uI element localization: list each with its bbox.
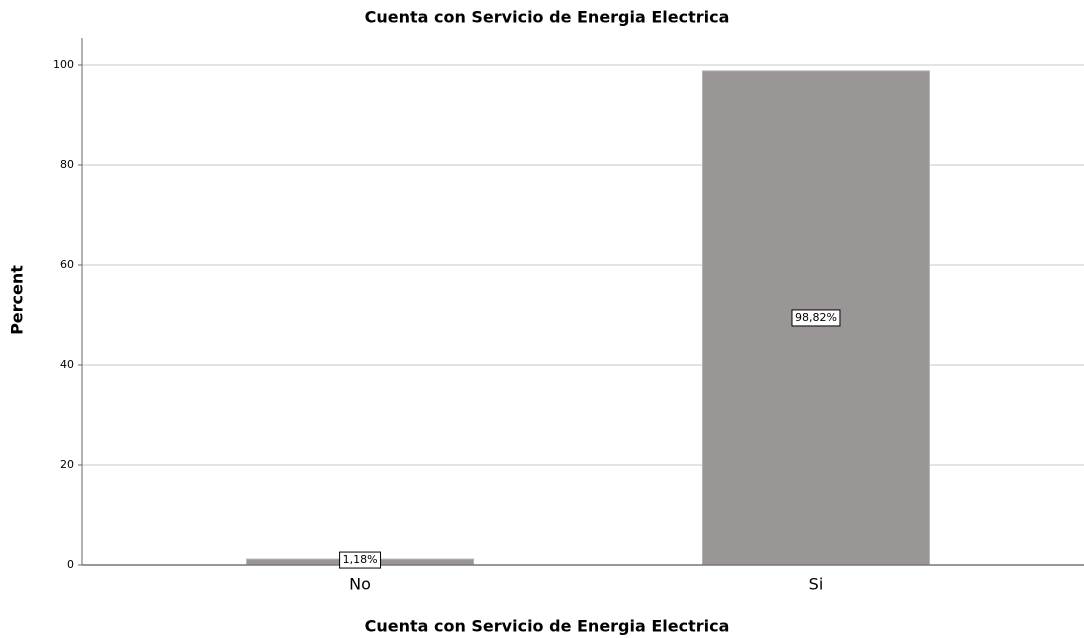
- y-tick-label: 100: [53, 58, 74, 71]
- value-label: 1,18%: [343, 553, 378, 566]
- x-tick-label: No: [349, 575, 371, 594]
- y-tick-label: 20: [60, 458, 74, 471]
- y-axis-label: Percent: [8, 265, 27, 335]
- y-tick-label: 0: [67, 558, 74, 571]
- y-tick-label: 40: [60, 358, 74, 371]
- x-tick-label: Si: [809, 575, 824, 594]
- value-label: 98,82%: [795, 311, 837, 324]
- chart-title: Cuenta con Servicio de Energia Electrica: [365, 8, 730, 27]
- value-label-box: [791, 309, 841, 327]
- y-tick-label: 60: [60, 258, 74, 271]
- y-tick-label: 80: [60, 158, 74, 171]
- value-label-box: [339, 551, 382, 569]
- x-axis-label: Cuenta con Servicio de Energia Electrica: [365, 617, 730, 636]
